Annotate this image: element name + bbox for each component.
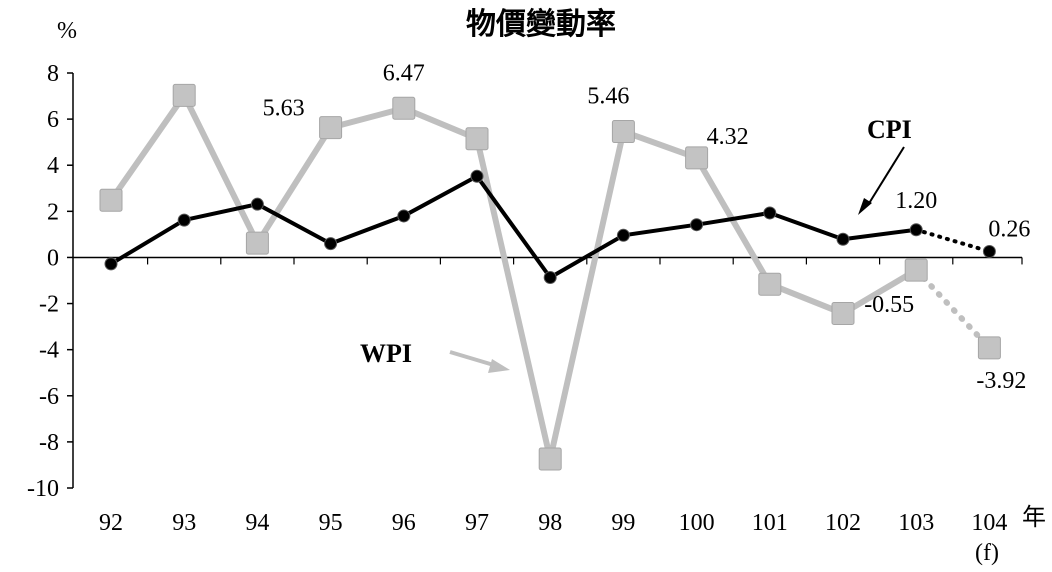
- x-tick-label: 100: [679, 510, 715, 536]
- y-tick-label: -2: [39, 292, 59, 318]
- data-label: 5.63: [263, 96, 305, 122]
- data-point-cpi: [324, 237, 338, 251]
- y-tick-label: 2: [47, 199, 59, 225]
- chart-title: 物價變動率: [466, 7, 616, 42]
- data-point-wpi: [831, 301, 855, 325]
- y-tick-label: 8: [47, 61, 59, 87]
- data-point-cpi: [104, 257, 118, 271]
- series-cpi: [104, 169, 996, 285]
- data-point-wpi: [758, 272, 782, 296]
- data-point-wpi: [172, 83, 196, 107]
- data-point-cpi: [909, 223, 923, 237]
- wpi-series-label: WPI: [360, 339, 412, 368]
- x-tick-label: 104: [971, 510, 1007, 536]
- data-point-wpi: [977, 336, 1001, 360]
- data-label: -3.92: [976, 368, 1026, 394]
- series-line-cpi: [109, 174, 917, 280]
- data-point-wpi: [611, 120, 635, 144]
- data-label: -0.55: [864, 292, 914, 318]
- data-point-cpi: [543, 271, 557, 285]
- data-point-wpi: [392, 96, 416, 120]
- series-annotations: CPI WPI: [360, 115, 912, 373]
- data-label: 5.46: [587, 84, 629, 110]
- data-point-cpi: [616, 228, 630, 242]
- y-tick-label: 4: [47, 153, 59, 179]
- y-tick-label: 6: [47, 107, 59, 133]
- x-tick-label: 93: [172, 510, 196, 536]
- data-point-wpi: [465, 127, 489, 151]
- data-point-wpi: [904, 258, 928, 282]
- series-forecast-line-wpi: [913, 267, 993, 351]
- data-point-cpi: [250, 197, 264, 211]
- data-label: 0.26: [988, 216, 1030, 242]
- data-point-wpi: [319, 116, 343, 140]
- y-tick-label: -6: [39, 384, 59, 410]
- data-point-wpi: [99, 188, 123, 212]
- data-label: 4.32: [707, 124, 749, 150]
- series-forecast-line-cpi: [914, 227, 992, 254]
- data-point-cpi: [177, 213, 191, 227]
- wpi-pointer-line: [449, 350, 498, 368]
- data-point-cpi: [982, 244, 996, 258]
- y-tick-label: -4: [39, 338, 59, 364]
- data-label: 6.47: [383, 60, 425, 86]
- x-tick-label: 101: [752, 510, 788, 536]
- cpi-series-label: CPI: [867, 115, 912, 144]
- x-axis-unit-label: 年: [1022, 504, 1046, 531]
- data-point-wpi: [245, 231, 269, 255]
- data-point-wpi: [685, 146, 709, 170]
- data-point-cpi: [470, 169, 484, 183]
- data-point-cpi: [836, 232, 850, 246]
- forecast-note: (f): [975, 540, 999, 566]
- data-point-cpi: [763, 206, 777, 220]
- y-tick-label: 0: [47, 245, 59, 271]
- data-point-cpi: [690, 218, 704, 232]
- data-label: 1.20: [895, 188, 937, 214]
- y-axis-unit-label: %: [57, 18, 77, 44]
- x-tick-label: 102: [825, 510, 861, 536]
- x-tick-label: 94: [245, 510, 269, 536]
- series-line-wpi: [108, 92, 918, 462]
- y-tick-label: -10: [27, 476, 59, 502]
- x-tick-label: 98: [538, 510, 562, 536]
- data-point-wpi: [538, 447, 562, 471]
- x-tick-label: 95: [319, 510, 343, 536]
- wpi-pointer-arrowhead: [488, 359, 510, 373]
- cpi-pointer-line: [867, 146, 905, 206]
- cpi-pointer-arrowhead: [858, 198, 872, 215]
- x-tick-label: 96: [392, 510, 416, 536]
- x-tick-label: 103: [898, 510, 934, 536]
- axes: 8 6 4 2 0 -2 -4 -6 -8 -10 92 93 94 95 96 97 98 99 100 101 10…: [27, 61, 1023, 536]
- x-tick-label: 92: [99, 510, 123, 536]
- data-labels: 5.63 6.47 5.46 4.32 1.20 0.26 -0.55 -3.92: [263, 60, 1031, 394]
- data-point-cpi: [397, 209, 411, 223]
- x-tick-label: 97: [465, 510, 489, 536]
- series-wpi: [99, 83, 1001, 471]
- x-tick-label: 99: [611, 510, 635, 536]
- y-tick-label: -8: [39, 430, 59, 456]
